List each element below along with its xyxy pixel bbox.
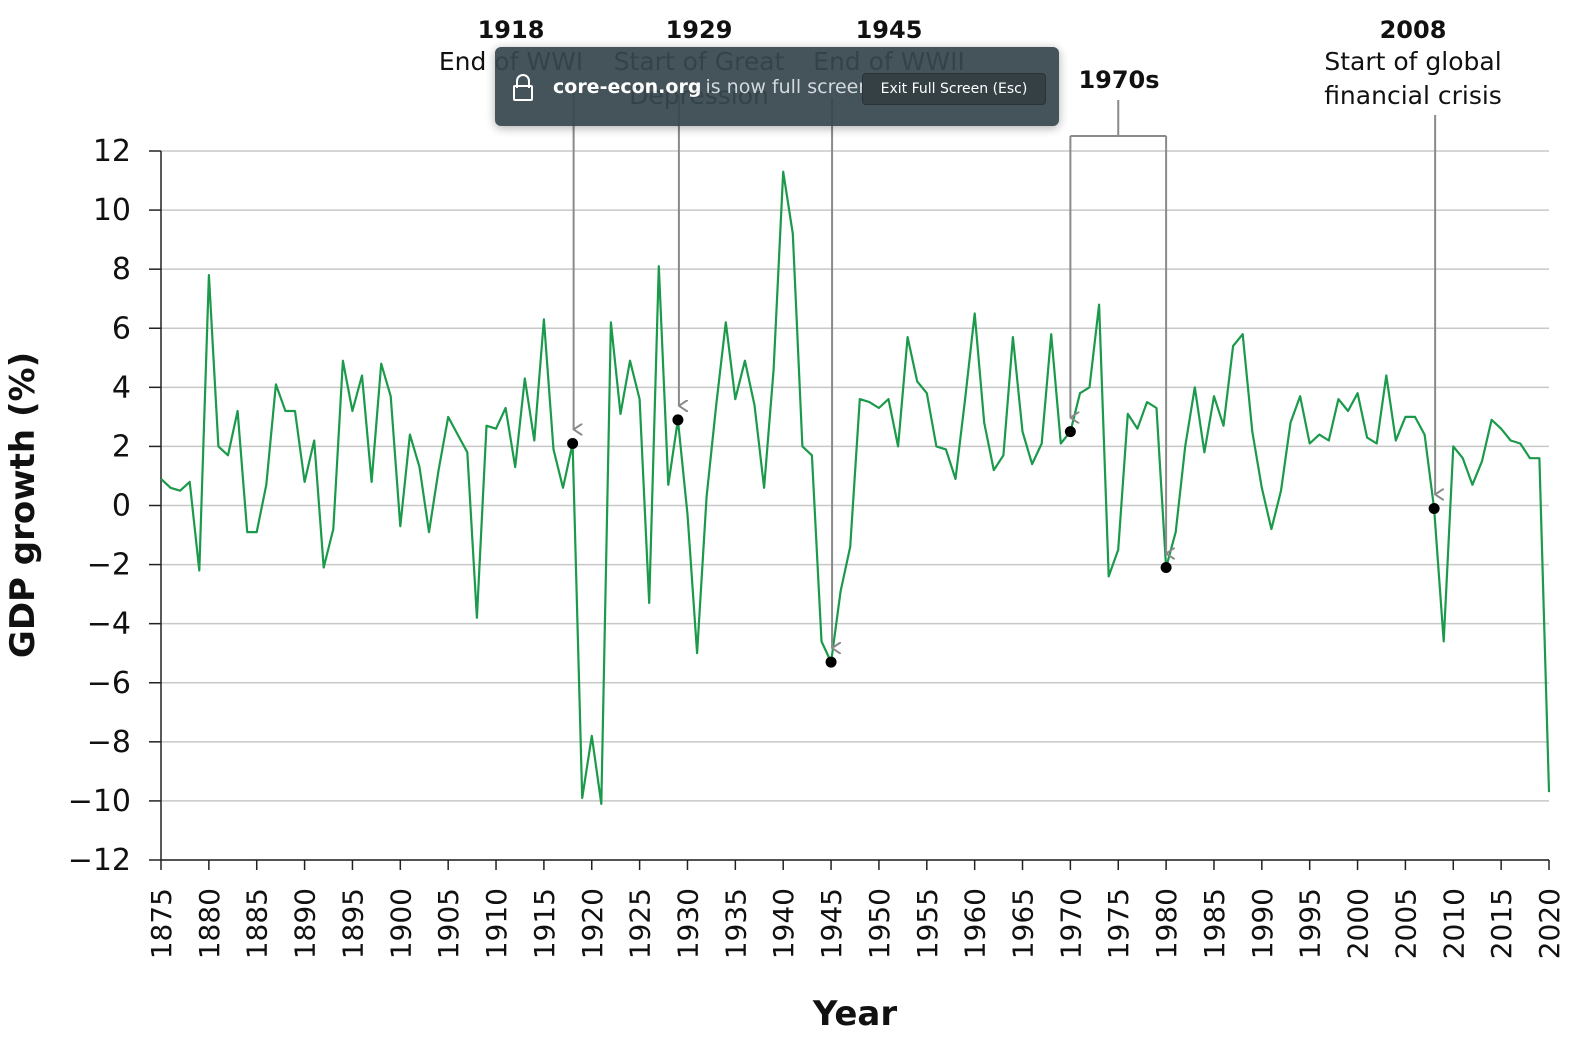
highlight-point-1918: [567, 437, 579, 449]
x-tick-label: 1875: [145, 888, 178, 959]
fullscreen-message: is now full screen: [705, 75, 871, 98]
y-tick-label: 0: [112, 489, 131, 524]
x-tick-label: 1970: [1054, 888, 1087, 959]
highlight-point-1980: [1160, 562, 1172, 574]
x-tick-label: 1945: [815, 888, 848, 959]
x-tick-label: 2005: [1389, 888, 1422, 959]
y-axis-title: GDP growth (%): [3, 352, 43, 658]
x-tick-label: 1975: [1102, 888, 1135, 959]
x-tick-label: 1930: [671, 888, 704, 959]
y-tick-label: −6: [87, 666, 131, 701]
lock-icon: [513, 73, 533, 101]
fullscreen-domain: core-econ.org: [553, 75, 702, 98]
exit-fullscreen-button[interactable]: Exit Full Screen (Esc): [862, 73, 1046, 105]
annotation-year-2008: 2008: [1380, 16, 1447, 44]
x-tick-label: 1920: [576, 888, 609, 959]
x-tick-label: 1885: [241, 888, 274, 959]
x-tick-label: 1905: [432, 888, 465, 959]
highlight-point-1945: [825, 656, 837, 668]
y-axis-ticks: 12 10 8 6 4 2 0 −2 −4 −6 −8 −10 −12: [68, 134, 161, 878]
fullscreen-notification: core-econ.org is now full screen Exit Fu…: [495, 47, 1059, 126]
x-tick-label: 1895: [336, 888, 369, 959]
x-tick-label: 1925: [624, 888, 657, 959]
y-tick-label: 2: [112, 429, 131, 464]
y-tick-label: −8: [87, 725, 131, 760]
y-tick-label: 4: [112, 370, 131, 405]
x-tick-label: 2010: [1437, 888, 1470, 959]
highlight-point-1929: [672, 414, 684, 426]
y-tick-label: 10: [93, 193, 131, 228]
x-tick-label: 1960: [959, 888, 992, 959]
y-tick-label: 6: [112, 311, 131, 346]
x-tick-label: 1900: [384, 888, 417, 959]
x-axis-ticks: 1875 1880 1885 1890 1895 1900 1905 1910 1915 1920…: [145, 860, 1566, 959]
annotation-year-1970s: 1970s: [1078, 66, 1159, 94]
x-tick-label: 1880: [193, 888, 226, 959]
x-axis-title: Year: [812, 994, 898, 1034]
highlight-point-1970: [1064, 426, 1076, 438]
x-tick-label: 1950: [863, 888, 896, 959]
gridlines: [161, 150, 1549, 861]
annotation-text-2008: financial crisis: [1324, 81, 1502, 110]
x-tick-label: 2000: [1342, 888, 1375, 959]
x-tick-label: 1890: [289, 888, 322, 959]
annotation-year-1918: 1918: [478, 16, 545, 44]
x-tick-label: 1995: [1294, 888, 1327, 959]
annotation-text-2008: Start of global: [1324, 47, 1501, 76]
y-tick-label: −4: [87, 607, 131, 642]
annotation-year-1929: 1929: [666, 16, 733, 44]
x-tick-label: 1940: [767, 888, 800, 959]
series-layer: [160, 170, 1551, 806]
y-tick-label: −12: [68, 843, 131, 878]
x-tick-label: 1935: [719, 888, 752, 959]
x-tick-label: 1955: [911, 888, 944, 959]
gdp-growth-series-line: [160, 170, 1551, 806]
x-tick-label: 1915: [528, 888, 561, 959]
annotation-year-1945: 1945: [856, 16, 923, 44]
highlight-points: [567, 414, 1440, 668]
x-tick-label: 1990: [1246, 888, 1279, 959]
x-tick-label: 2020: [1533, 888, 1566, 959]
y-tick-label: −10: [68, 784, 131, 819]
x-tick-label: 1965: [1007, 888, 1040, 959]
x-tick-label: 1910: [480, 888, 513, 959]
y-tick-label: 8: [112, 252, 131, 287]
y-tick-label: −2: [87, 548, 131, 583]
x-tick-label: 2015: [1485, 888, 1518, 959]
y-tick-label: 12: [93, 134, 131, 169]
x-tick-label: 1985: [1198, 888, 1231, 959]
x-tick-label: 1980: [1150, 888, 1183, 959]
highlight-point-2008: [1428, 502, 1440, 514]
